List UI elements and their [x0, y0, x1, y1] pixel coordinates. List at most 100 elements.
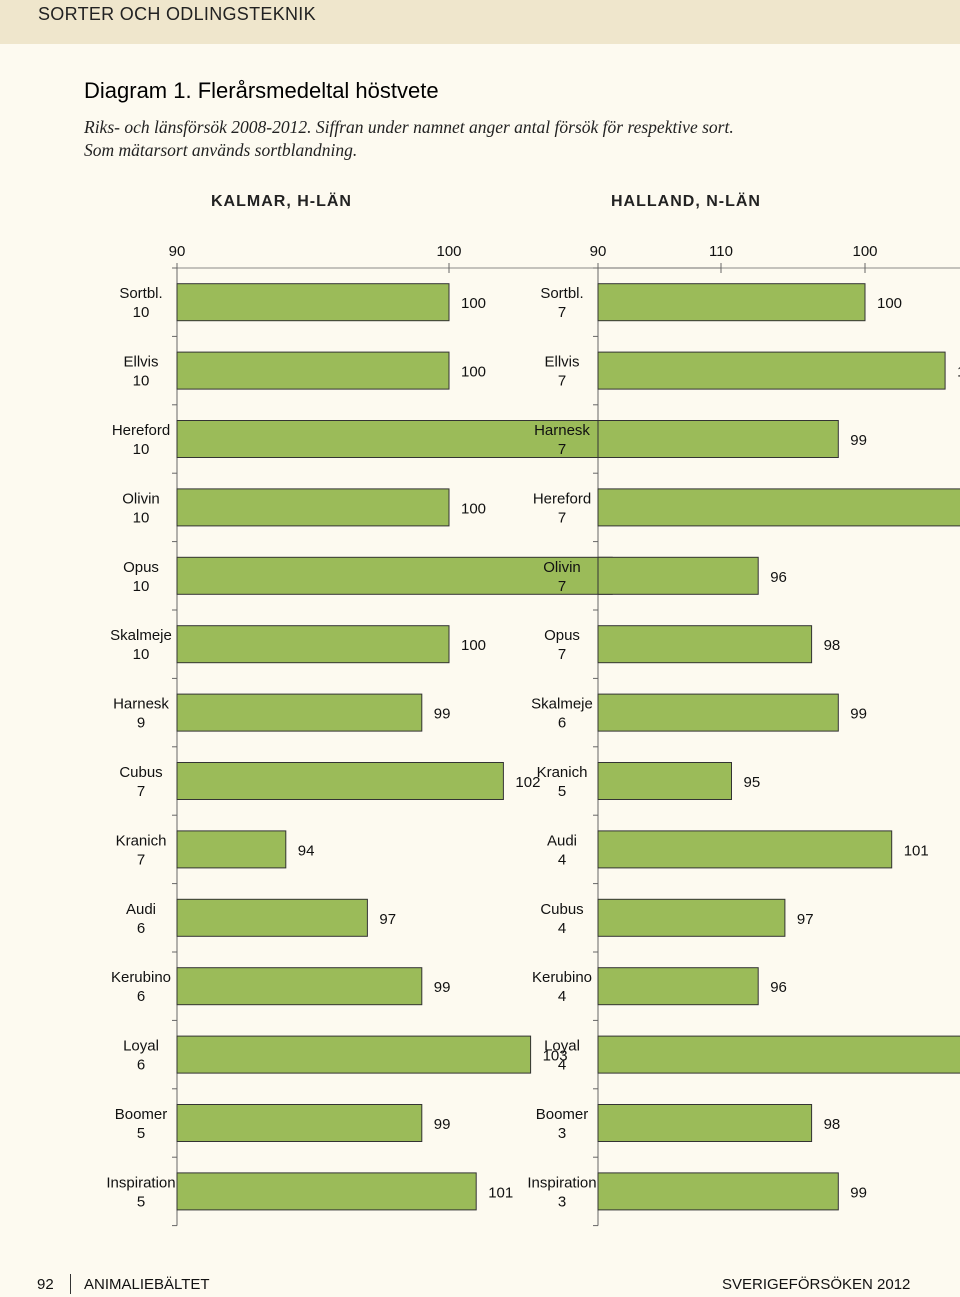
kalmar-bar — [176, 693, 423, 732]
halland-category-name: Kranich — [537, 764, 588, 781]
chart-title-halland: HALLAND, N-LÄN — [611, 193, 761, 210]
halland-x-tick-label: 100 — [852, 243, 877, 260]
kalmar-x-tick-label: 110 — [709, 243, 733, 260]
section-header: SORTER OCH ODLINGSTEKNIK — [38, 4, 316, 24]
kalmar-bar — [176, 1035, 532, 1074]
page-number: 92 — [37, 1276, 54, 1293]
kalmar-data-label: 99 — [434, 979, 451, 996]
halland-bar — [597, 898, 786, 937]
kalmar-data-label: 100 — [461, 364, 486, 381]
kalmar-category-trials: 10 — [133, 441, 150, 458]
kalmar-bar — [176, 283, 450, 322]
kalmar-bar — [176, 967, 423, 1006]
halland-category-trials: 5 — [558, 783, 566, 800]
halland-category-name: Sortbl. — [540, 285, 583, 302]
halland-category-trials: 3 — [558, 1125, 566, 1142]
kalmar-category-name: Kranich — [116, 832, 167, 849]
kalmar-category-name: Audi — [126, 901, 156, 918]
halland-category-trials: 6 — [558, 715, 566, 732]
kalmar-data-label: 102 — [515, 774, 540, 791]
kalmar-data-label: 99 — [434, 1116, 451, 1133]
diagram-subtitle: Riks- och länsförsök 2008-2012. Siffran … — [84, 116, 904, 162]
halland-category-trials: 7 — [558, 578, 566, 595]
kalmar-bar — [176, 351, 450, 390]
halland-category-trials: 4 — [558, 851, 566, 868]
halland-category-name: Harnesk — [534, 422, 590, 439]
halland-bar — [597, 351, 946, 390]
halland-category-name: Olivin — [543, 559, 581, 576]
halland-data-label: 100 — [877, 295, 902, 312]
halland-category-trials: 4 — [558, 920, 566, 937]
halland-category-trials: 7 — [558, 304, 566, 321]
halland-bar — [597, 693, 839, 732]
kalmar-category-trials: 10 — [133, 646, 150, 663]
halland-category-name: Audi — [547, 832, 577, 849]
kalmar-category-name: Harnesk — [113, 696, 169, 713]
halland-bar — [597, 1104, 813, 1142]
halland-category-name: Ellvis — [544, 354, 579, 371]
halland-data-label: 98 — [824, 637, 841, 654]
kalmar-category-name: Skalmeje — [110, 627, 172, 644]
kalmar-data-label: 94 — [298, 842, 315, 859]
kalmar-category-name: Boomer — [115, 1106, 168, 1123]
section-header-bar: SORTER OCH ODLINGSTEKNIK — [0, 0, 960, 44]
halland-data-label: 95 — [744, 774, 761, 791]
kalmar-category-trials: 5 — [137, 1125, 145, 1142]
kalmar-data-label: 100 — [461, 500, 486, 517]
footer-right-label: SVERIGEFÖRSÖKEN 2012 — [722, 1276, 911, 1293]
halland-data-label: 99 — [850, 432, 867, 449]
halland-data-label: 99 — [850, 706, 867, 723]
halland-category-name: Cubus — [540, 901, 583, 918]
subtitle-line-1: Riks- och länsförsök 2008-2012. Siffran … — [84, 117, 734, 137]
kalmar-category-name: Opus — [123, 559, 159, 576]
halland-category-trials: 7 — [558, 646, 566, 663]
footer-divider — [70, 1274, 71, 1294]
halland-category-trials: 3 — [558, 1193, 566, 1210]
kalmar-data-label: 99 — [434, 706, 451, 723]
kalmar-category-trials: 6 — [137, 1057, 145, 1074]
kalmar-category-trials: 7 — [137, 783, 145, 800]
kalmar-data-label: 103 — [543, 1048, 568, 1065]
halland-data-label: 98 — [824, 1116, 841, 1133]
kalmar-category-name: Inspiration — [106, 1174, 175, 1191]
kalmar-bar — [176, 1104, 423, 1142]
halland-data-label: 96 — [770, 569, 787, 586]
kalmar-bar — [176, 556, 613, 595]
halland-data-label: 101 — [904, 842, 929, 859]
kalmar-bar — [176, 762, 504, 800]
kalmar-bar — [176, 830, 287, 869]
halland-bar — [597, 1035, 960, 1074]
halland-data-label: 96 — [770, 979, 787, 996]
kalmar-category-name: Loyal — [123, 1038, 159, 1055]
kalmar-category-name: Sortbl. — [119, 285, 162, 302]
halland-data-label: 99 — [850, 1184, 867, 1201]
halland-category-trials: 4 — [558, 1057, 566, 1074]
halland-category-trials: 4 — [558, 988, 566, 1005]
halland-bar — [597, 556, 759, 595]
halland-category-name: Hereford — [533, 490, 591, 507]
halland-bar — [597, 1172, 839, 1211]
footer-left-label: ANIMALIEBÄLTET — [84, 1276, 210, 1293]
kalmar-category-name: Kerubino — [111, 969, 171, 986]
kalmar-bar — [176, 420, 668, 458]
kalmar-category-trials: 10 — [133, 373, 150, 390]
kalmar-category-trials: 10 — [133, 509, 150, 526]
kalmar-data-label: 100 — [461, 295, 486, 312]
halland-category-trials: 7 — [558, 509, 566, 526]
kalmar-category-trials: 9 — [137, 715, 145, 732]
halland-category-name: Inspiration — [527, 1174, 596, 1191]
kalmar-bar — [176, 488, 450, 527]
kalmar-data-label: 100 — [461, 637, 486, 654]
diagram-title: Diagram 1. Flerårsmedeltal höstvete — [84, 78, 439, 103]
kalmar-bar — [176, 625, 450, 664]
halland-bar — [597, 967, 759, 1006]
kalmar-category-trials: 6 — [137, 920, 145, 937]
halland-category-name: Opus — [544, 627, 580, 644]
kalmar-category-name: Olivin — [122, 490, 160, 507]
kalmar-category-trials: 7 — [137, 851, 145, 868]
subtitle-line-2: Som mätarsort används sortblandning. — [84, 140, 358, 160]
kalmar-category-name: Cubus — [119, 764, 162, 781]
kalmar-category-name: Ellvis — [123, 354, 158, 371]
kalmar-bar — [176, 1172, 477, 1211]
